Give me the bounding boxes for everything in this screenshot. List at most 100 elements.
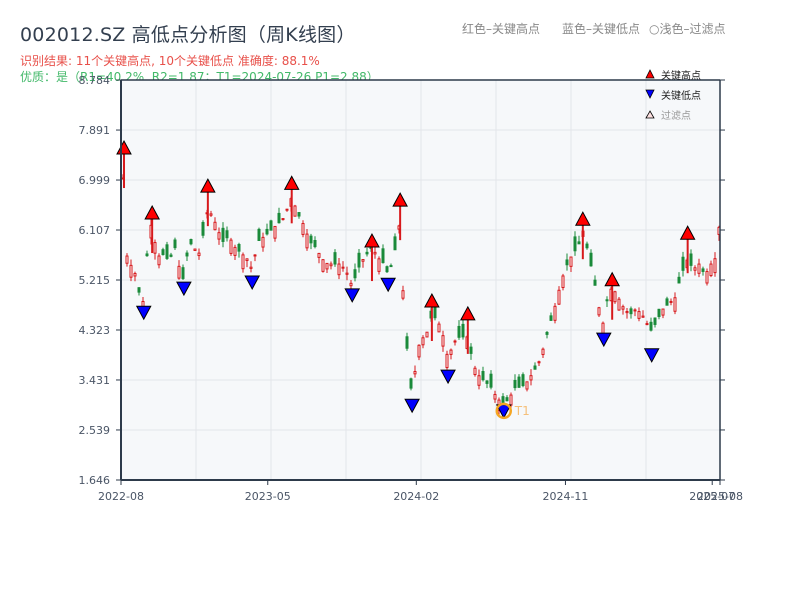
key-high-marker-icon — [200, 178, 216, 193]
candle-body — [693, 267, 697, 271]
candle-body — [389, 265, 393, 268]
candle-body — [689, 253, 693, 266]
key-high-marker-icon — [574, 211, 591, 226]
candle-body — [197, 252, 201, 257]
key-high-marker-icon — [364, 232, 380, 248]
candle-body — [697, 263, 701, 274]
candle-body — [309, 235, 313, 244]
candle-body — [281, 218, 285, 221]
hollow-triangle-icon — [645, 110, 655, 119]
candle-body — [533, 365, 537, 370]
candle-body — [513, 379, 517, 389]
candle-body — [713, 258, 717, 274]
candle-body — [137, 287, 141, 293]
candle-body — [401, 290, 405, 299]
candle-body — [297, 212, 301, 217]
candle-body — [377, 258, 381, 272]
candle-body — [177, 265, 181, 279]
candle-body — [577, 241, 581, 245]
candle-body — [253, 254, 257, 257]
candle-body — [461, 323, 465, 338]
candle-body — [133, 272, 137, 277]
candle-body — [225, 230, 229, 239]
key-high-marker-icon — [679, 225, 696, 240]
candle-body — [649, 321, 653, 331]
candle-body — [645, 323, 649, 326]
x-tick-label: 2023-05 — [245, 490, 291, 503]
candle-body — [573, 236, 577, 252]
candle-body — [385, 266, 389, 273]
top-legend-red: 红色–关键高点 — [462, 22, 541, 36]
y-tick-label: 6.107 — [79, 224, 111, 237]
candle-body — [333, 252, 337, 265]
candle-body — [273, 225, 277, 239]
candle-body — [169, 254, 173, 257]
candle-body — [325, 262, 329, 270]
key-high-marker-icon — [283, 175, 300, 190]
candle-body — [677, 276, 681, 284]
candle-body — [629, 308, 633, 315]
candle-body — [481, 371, 485, 381]
candle-body — [413, 371, 417, 375]
candle-body — [517, 376, 521, 388]
legend-label-low: 关键低点 — [661, 90, 701, 102]
key-low-marker-icon — [643, 348, 660, 363]
x-tick-label: 2025-07 — [689, 490, 735, 503]
candle-body — [505, 397, 509, 402]
candle-body — [565, 259, 569, 266]
candle-body — [669, 300, 673, 303]
up-triangle-icon — [645, 69, 655, 79]
candle-body — [129, 264, 133, 278]
candle-body — [217, 232, 221, 240]
candle-body — [229, 239, 233, 254]
candle-body — [641, 315, 645, 318]
candle-body — [437, 323, 441, 333]
x-tick-label: 2022-08 — [98, 490, 144, 503]
candle-body — [381, 248, 385, 264]
x-tick-label: 2024-02 — [393, 490, 439, 503]
candle-body — [661, 308, 665, 316]
candle-body — [473, 367, 477, 376]
y-tick-label: 8.784 — [79, 74, 111, 87]
candle-body — [421, 337, 425, 346]
candle-body — [613, 291, 617, 303]
candle-body — [285, 208, 289, 211]
candle-body — [681, 256, 685, 271]
candle-body — [405, 336, 409, 349]
down-triangle-icon — [645, 89, 655, 99]
candle-body — [241, 254, 245, 270]
candle-body — [449, 349, 453, 355]
candle-body — [489, 373, 493, 388]
candle-body — [293, 205, 297, 217]
candle-body — [633, 309, 637, 312]
candle-body — [341, 266, 345, 269]
legend-item-filtered: 过滤点 — [645, 104, 701, 124]
candle-body — [485, 380, 489, 384]
candle-body — [541, 348, 545, 356]
legend-label-high: 关键高点 — [661, 70, 701, 82]
candle-body — [365, 251, 369, 255]
candle-body — [277, 212, 281, 224]
key-low-marker-icon — [595, 332, 612, 348]
candle-body — [353, 269, 357, 279]
candle-body — [469, 346, 473, 354]
candle-body — [453, 340, 457, 343]
candle-body — [653, 317, 657, 325]
candle-body — [537, 361, 541, 364]
result-summary: 识别结果: 11个关键高点, 10个关键低点 准确度: 88.1% — [20, 54, 320, 68]
key-low-marker-icon — [404, 398, 420, 414]
candle-body — [445, 353, 449, 369]
candle-body — [561, 275, 565, 289]
candle-body — [705, 271, 709, 284]
candle-body — [337, 263, 341, 276]
candle-body — [525, 381, 529, 390]
candle-body — [493, 393, 497, 400]
candle-body — [349, 282, 353, 287]
y-tick-label: 7.891 — [79, 124, 111, 137]
candle-body — [329, 263, 333, 267]
candle-body — [589, 252, 593, 267]
candle-body — [245, 258, 249, 262]
y-tick-label: 3.431 — [79, 374, 111, 387]
candle-body — [625, 311, 629, 314]
